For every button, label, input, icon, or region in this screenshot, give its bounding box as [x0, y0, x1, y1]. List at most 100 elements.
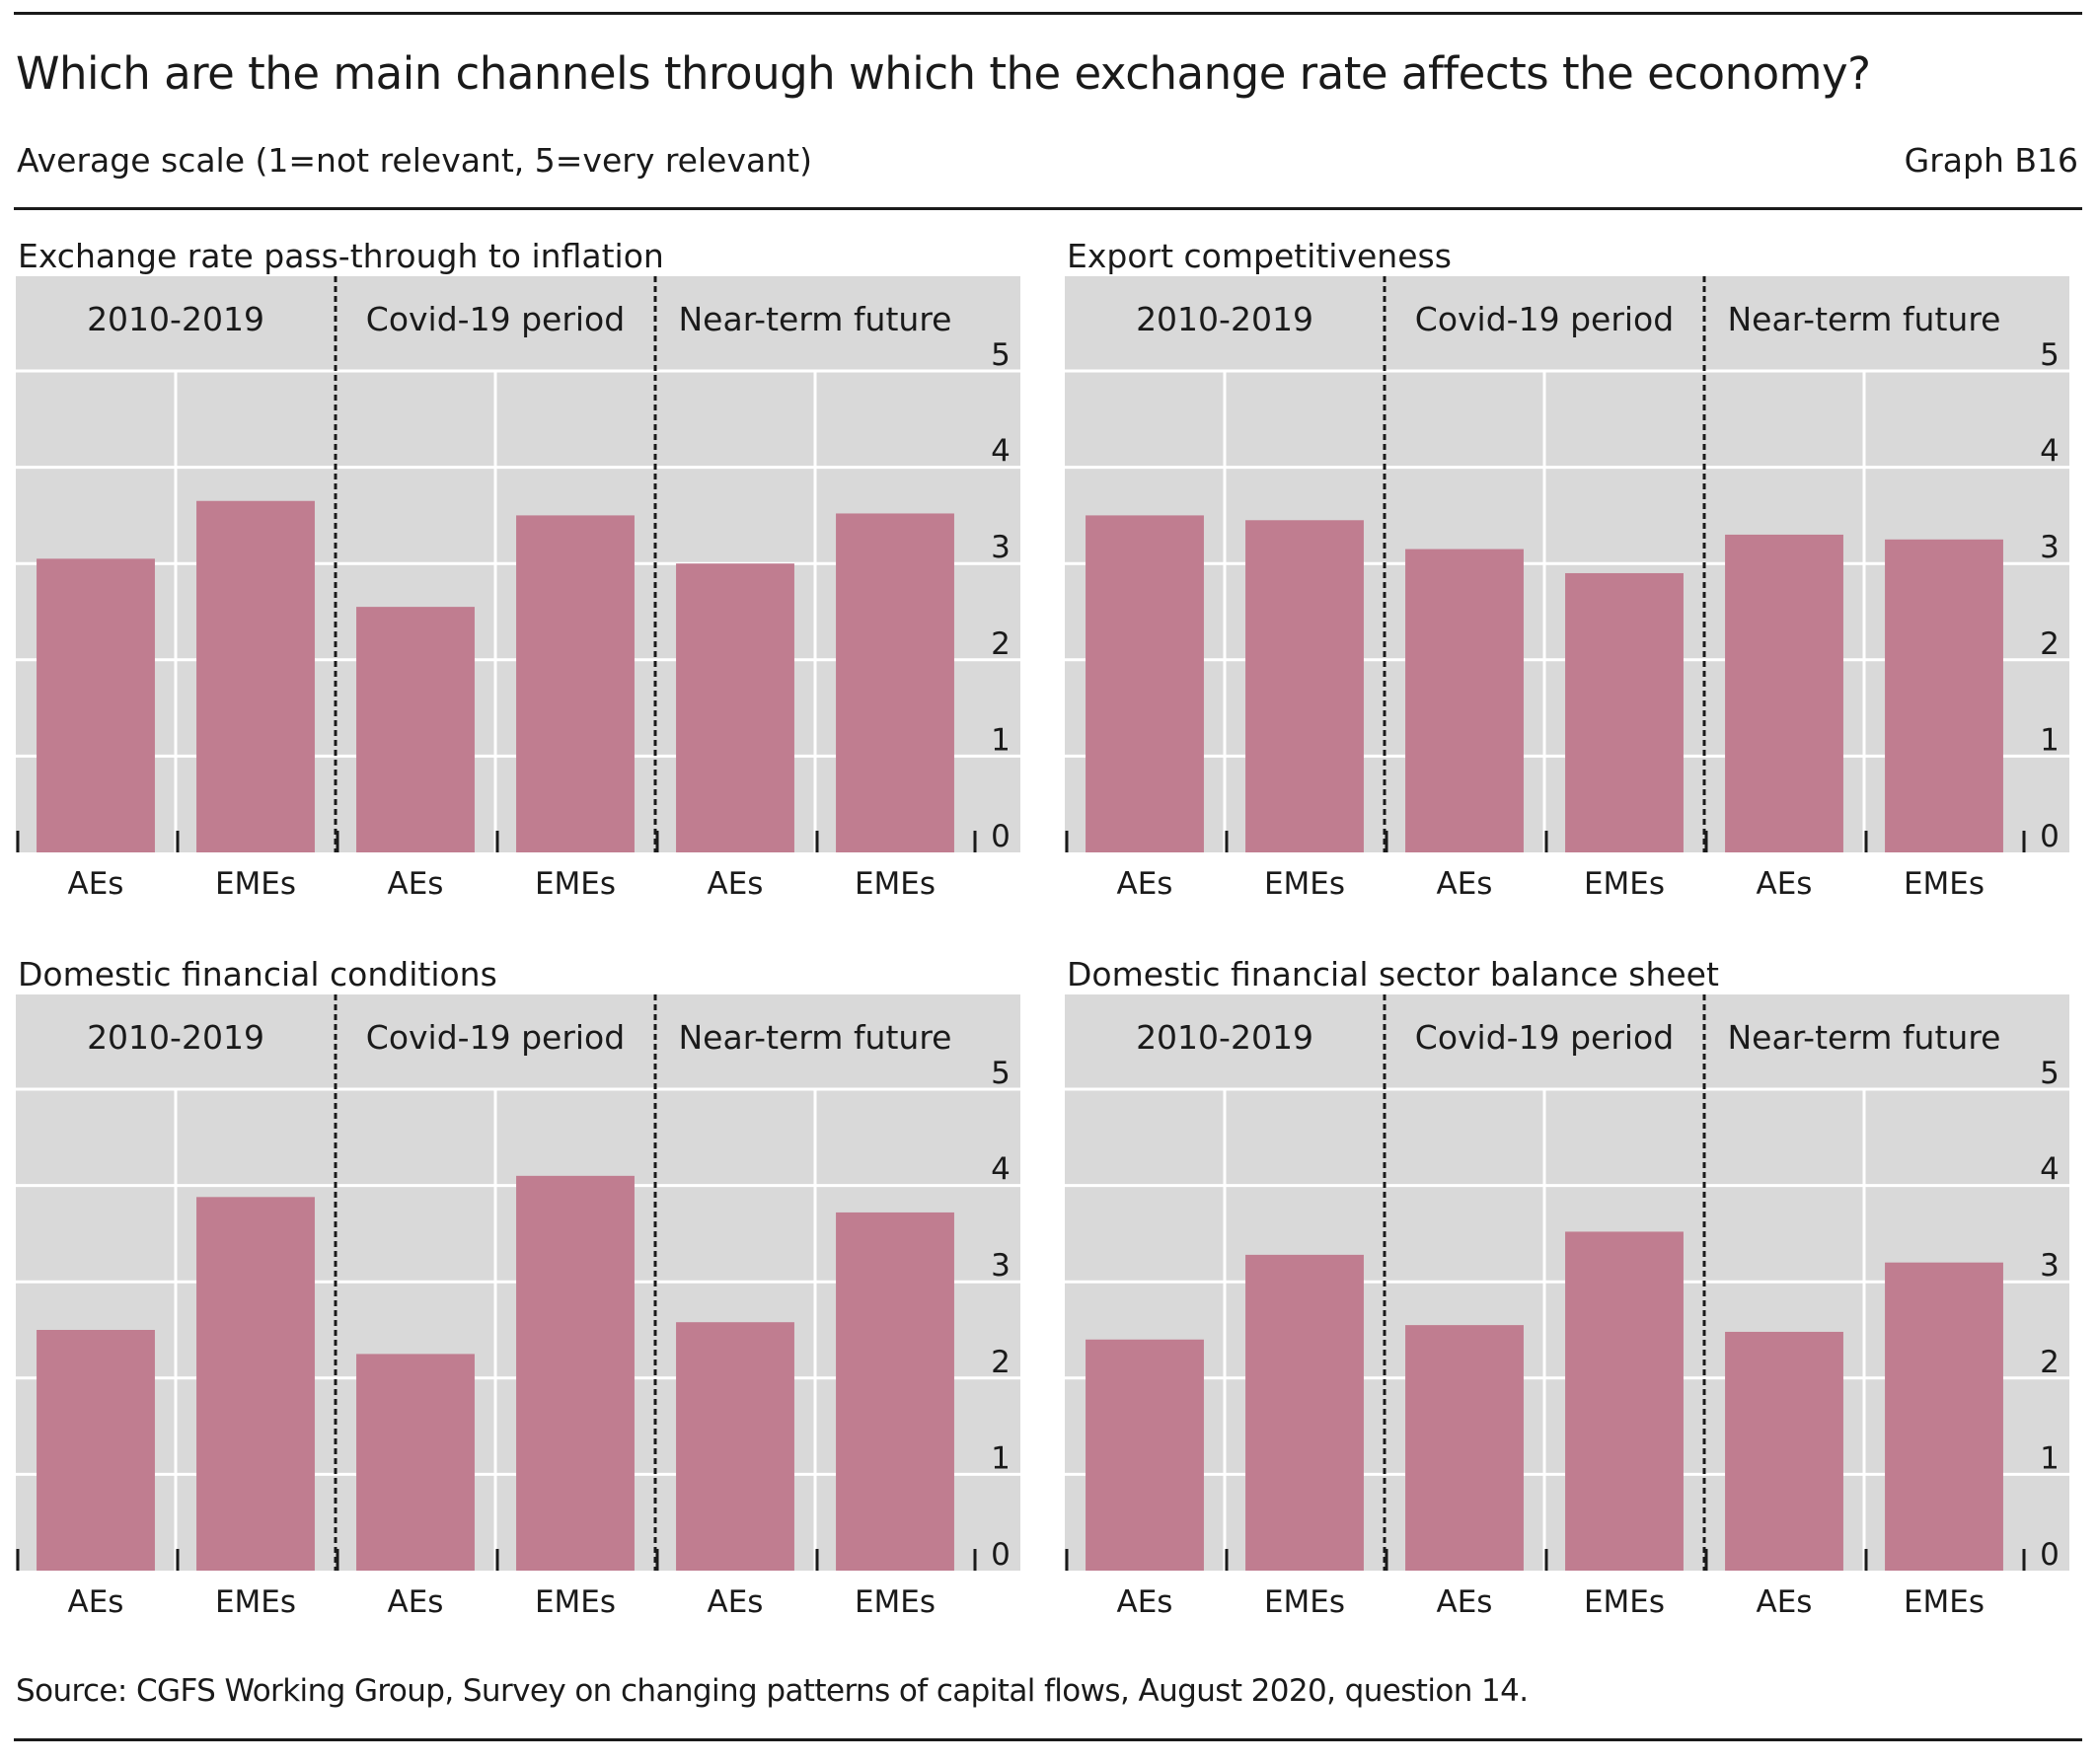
group-label: Near-term future: [1728, 300, 2001, 338]
bar: [1725, 534, 1843, 852]
bar: [676, 563, 794, 852]
y-tick-label: 2: [2040, 1345, 2060, 1380]
bar: [516, 1175, 635, 1571]
group-label: Covid-19 period: [1415, 1018, 1674, 1057]
bar: [356, 607, 475, 852]
header-rule: [14, 207, 2082, 210]
bar: [37, 558, 155, 852]
x-tick-label: AEs: [388, 866, 444, 902]
group-label: 2010-2019: [87, 1018, 264, 1057]
y-tick-label: 3: [991, 530, 1011, 565]
chart-subtitle: Average scale (1=not relevant, 5=very re…: [17, 141, 812, 180]
y-tick-label: 4: [991, 1152, 1011, 1188]
group-label: Near-term future: [1728, 1018, 2001, 1057]
bar: [37, 1330, 155, 1571]
x-tick-label: EMEs: [855, 1584, 936, 1620]
x-tick-label: AEs: [1117, 1584, 1173, 1620]
panel-title: Domestic financial sector balance sheet: [1067, 955, 1719, 993]
bar: [356, 1354, 475, 1571]
bar: [1725, 1331, 1843, 1571]
group-label: Covid-19 period: [1415, 300, 1674, 338]
group-label: 2010-2019: [1136, 300, 1313, 338]
x-tick-label: AEs: [388, 1584, 444, 1620]
x-tick-label: AEs: [1117, 866, 1173, 902]
group-label: Near-term future: [679, 300, 952, 338]
bar: [836, 513, 954, 852]
y-tick-label: 3: [2040, 530, 2060, 565]
y-tick-label: 1: [991, 1440, 1011, 1476]
bar: [1405, 1325, 1524, 1571]
x-tick-label: EMEs: [535, 866, 616, 902]
bar: [1245, 1254, 1364, 1571]
bar-chart: 2010-2019 Covid-19 period Near-term future…: [16, 276, 1020, 902]
x-tick-label: AEs: [708, 866, 764, 902]
y-tick-label: 5: [2040, 1056, 2060, 1091]
group-label: 2010-2019: [1136, 1018, 1313, 1057]
x-tick-label: AEs: [1757, 1584, 1813, 1620]
bar: [1245, 520, 1364, 852]
bar: [1885, 1262, 2003, 1571]
bar: [1885, 539, 2003, 852]
y-tick-label: 0: [2040, 819, 2060, 854]
y-tick-label: 2: [2040, 626, 2060, 662]
bar-chart: 2010-2019 Covid-19 period Near-term future…: [1065, 276, 2069, 902]
x-tick-label: AEs: [1757, 866, 1813, 902]
panel-domestic-financial-conditions: Domestic financial conditions 2010-2019 C…: [16, 955, 1020, 1636]
bar: [1086, 515, 1204, 852]
bar: [196, 1197, 315, 1571]
y-tick-label: 0: [991, 819, 1011, 854]
y-tick-label: 5: [2040, 337, 2060, 373]
bar: [196, 500, 315, 852]
y-tick-label: 4: [2040, 1152, 2060, 1188]
x-tick-label: AEs: [1437, 1584, 1493, 1620]
x-tick-label: AEs: [1437, 866, 1493, 902]
x-tick-label: EMEs: [1264, 866, 1345, 902]
panel-pass-through: Exchange rate pass-through to inflation …: [16, 237, 1020, 918]
bar: [676, 1322, 794, 1571]
y-tick-label: 0: [991, 1537, 1011, 1573]
x-tick-label: EMEs: [1584, 1584, 1665, 1620]
x-tick-label: AEs: [68, 1584, 124, 1620]
group-label: Covid-19 period: [366, 300, 625, 338]
x-tick-label: EMEs: [1904, 1584, 1985, 1620]
x-tick-label: EMEs: [1264, 1584, 1345, 1620]
y-tick-label: 4: [2040, 434, 2060, 470]
x-tick-label: AEs: [68, 866, 124, 902]
bar: [516, 515, 635, 852]
y-tick-label: 2: [991, 1345, 1011, 1380]
bottom-rule: [14, 1738, 2082, 1741]
x-tick-label: EMEs: [1904, 866, 1985, 902]
x-tick-label: EMEs: [855, 866, 936, 902]
x-tick-label: EMEs: [215, 866, 296, 902]
y-tick-label: 1: [2040, 1440, 2060, 1476]
source-note: Source: CGFS Working Group, Survey on ch…: [16, 1673, 1529, 1709]
bar: [1565, 572, 1684, 852]
bar: [836, 1212, 954, 1571]
panel-title: Domestic financial conditions: [18, 955, 497, 993]
y-tick-label: 5: [991, 337, 1011, 373]
group-label: 2010-2019: [87, 300, 264, 338]
chart-title: Which are the main channels through whic…: [16, 47, 1871, 100]
bar: [1565, 1231, 1684, 1571]
bar-chart: 2010-2019 Covid-19 period Near-term future…: [1065, 994, 2069, 1620]
y-tick-label: 1: [2040, 722, 2060, 758]
bar-chart: 2010-2019 Covid-19 period Near-term future…: [16, 994, 1020, 1620]
group-label: Near-term future: [679, 1018, 952, 1057]
top-rule: [14, 12, 2082, 15]
y-tick-label: 3: [2040, 1248, 2060, 1284]
bar: [1405, 549, 1524, 852]
panel-financial-sector-balance-sheet: Domestic financial sector balance sheet …: [1065, 955, 2069, 1636]
y-tick-label: 0: [2040, 1537, 2060, 1573]
y-tick-label: 3: [991, 1248, 1011, 1284]
y-tick-label: 4: [991, 434, 1011, 470]
y-tick-label: 5: [991, 1056, 1011, 1091]
panel-export-competitiveness: Export competitiveness 2010-2019 Covid-19…: [1065, 237, 2069, 918]
x-tick-label: EMEs: [535, 1584, 616, 1620]
group-label: Covid-19 period: [366, 1018, 625, 1057]
panel-title: Export competitiveness: [1067, 237, 1452, 275]
y-tick-label: 2: [991, 626, 1011, 662]
x-tick-label: EMEs: [1584, 866, 1665, 902]
x-tick-label: EMEs: [215, 1584, 296, 1620]
bar: [1086, 1339, 1204, 1571]
x-tick-label: AEs: [708, 1584, 764, 1620]
